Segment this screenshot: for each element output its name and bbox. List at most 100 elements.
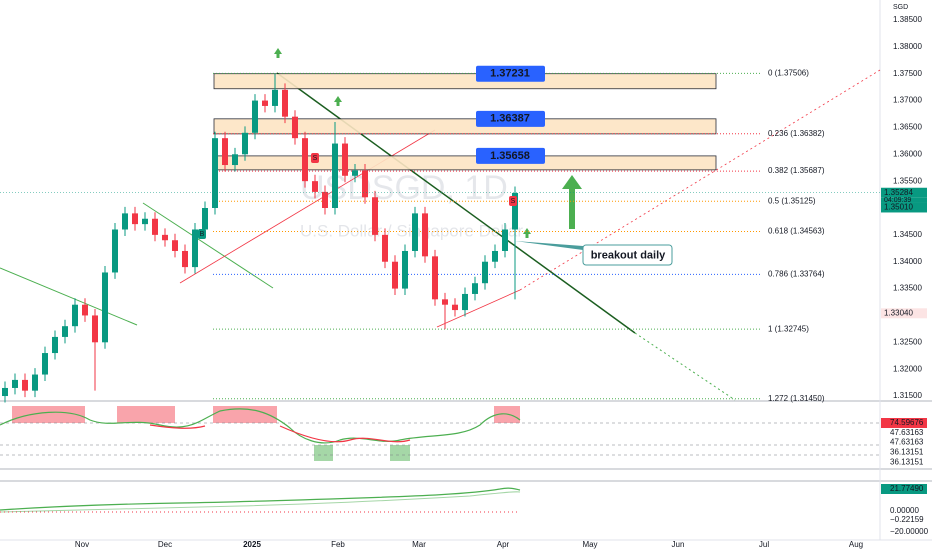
highlight bbox=[117, 406, 175, 423]
trendline bbox=[142, 202, 274, 289]
fib-label: 1 (1.32745) bbox=[768, 324, 809, 333]
signal-badge bbox=[509, 196, 517, 206]
last-price bbox=[881, 187, 927, 198]
indicator-label: 47.63163 bbox=[890, 428, 924, 437]
candle-body bbox=[482, 261, 488, 284]
candle-body bbox=[332, 143, 338, 209]
candle-body bbox=[292, 116, 298, 139]
candle-body bbox=[162, 234, 168, 241]
indicator-line bbox=[0, 487, 521, 511]
indicator-label: 0.00000 bbox=[890, 506, 919, 515]
annotation: breakout daily bbox=[591, 249, 666, 261]
price-tag-label: 1.36387 bbox=[490, 113, 530, 125]
candle-body bbox=[122, 213, 128, 230]
candle-body bbox=[152, 218, 158, 235]
low-price-label: 1.33040 bbox=[884, 308, 913, 317]
fib-label: 0 (1.37506) bbox=[768, 68, 809, 77]
fib-label: 0.786 (1.33764) bbox=[768, 270, 825, 279]
indicator-label: 36.13151 bbox=[890, 448, 924, 457]
highlight bbox=[390, 445, 410, 461]
x-tick-label: Mar bbox=[412, 540, 426, 549]
zone bbox=[213, 155, 717, 171]
currency: SGD bbox=[893, 4, 908, 11]
candle-body bbox=[502, 229, 508, 251]
y-tick-label: 1.34000 bbox=[893, 257, 922, 266]
y-tick-label: 1.31500 bbox=[893, 391, 922, 400]
candle-body bbox=[142, 218, 148, 225]
candle-body bbox=[372, 197, 378, 235]
y-tick-label: 1.33500 bbox=[893, 284, 922, 293]
trendline bbox=[276, 72, 636, 334]
candle-body bbox=[112, 229, 118, 273]
y-tick-label: 1.38000 bbox=[893, 42, 922, 51]
candle-body bbox=[422, 213, 428, 257]
candle-body bbox=[32, 374, 38, 391]
candle-body bbox=[232, 154, 238, 166]
candle-body bbox=[322, 191, 328, 209]
indicator-label: −20.00000 bbox=[890, 527, 929, 536]
candle-body bbox=[302, 138, 308, 182]
x-tick-label: 2025 bbox=[243, 540, 261, 549]
candle-body bbox=[432, 256, 438, 300]
candle-body bbox=[412, 213, 418, 251]
candle-body bbox=[272, 89, 278, 106]
x-tick-label: Aug bbox=[849, 540, 863, 549]
x-tick-label: Jun bbox=[672, 540, 685, 549]
candle-body bbox=[212, 138, 218, 209]
highlight bbox=[213, 406, 277, 423]
candle-body bbox=[132, 213, 138, 225]
signal-badge bbox=[311, 153, 319, 163]
candle-body bbox=[352, 170, 358, 176]
highlight bbox=[12, 406, 85, 423]
candle-body bbox=[192, 229, 198, 268]
zone bbox=[213, 118, 717, 135]
candle-body bbox=[512, 192, 518, 230]
candle-body bbox=[312, 181, 318, 192]
x-tick-label: Feb bbox=[331, 540, 345, 549]
x-tick-label: May bbox=[582, 540, 597, 549]
candle-body bbox=[82, 304, 88, 316]
candle-body bbox=[12, 379, 18, 388]
candle-body bbox=[472, 283, 478, 294]
candle-body bbox=[262, 100, 268, 106]
candle-body bbox=[222, 138, 228, 166]
candle-body bbox=[442, 299, 448, 305]
arrow bbox=[334, 96, 342, 106]
trendline bbox=[436, 289, 521, 328]
candle-body bbox=[42, 353, 48, 375]
candle-body bbox=[452, 304, 458, 311]
fib-label: 1.272 (1.31450) bbox=[768, 394, 825, 403]
trendline bbox=[0, 267, 138, 326]
indicator-label: 36.13151 bbox=[890, 457, 924, 466]
last-price-label: 1.35284 bbox=[884, 188, 913, 197]
fib-label: 0.5 (1.35125) bbox=[768, 196, 816, 205]
candle-body bbox=[462, 293, 468, 311]
x-tick-label: Jul bbox=[759, 540, 769, 549]
fib-label: 0.618 (1.34563) bbox=[768, 227, 825, 236]
prev-price-label: 1.35010 bbox=[884, 203, 913, 212]
fib-label: 0.236 (1.36382) bbox=[768, 129, 825, 138]
candle-body bbox=[72, 304, 78, 327]
candle-body bbox=[382, 234, 388, 262]
countdown-bg bbox=[881, 197, 927, 203]
y-tick-label: 1.34500 bbox=[893, 230, 922, 239]
indicator-label: 21.77490 bbox=[890, 484, 924, 493]
candle-body bbox=[52, 336, 58, 354]
candle-body bbox=[362, 170, 368, 198]
candle-body bbox=[242, 132, 248, 155]
candle-body bbox=[202, 208, 208, 230]
candle-body bbox=[2, 387, 8, 397]
zone bbox=[213, 73, 717, 90]
low-price bbox=[881, 308, 927, 319]
signal-label: B bbox=[200, 231, 205, 238]
x-tick-label: Apr bbox=[497, 540, 510, 549]
arrow bbox=[523, 228, 531, 238]
y-tick-label: 1.32000 bbox=[893, 364, 922, 373]
trendline bbox=[519, 69, 881, 291]
candle-body bbox=[182, 250, 188, 268]
watermark-title: USDSGD, 1D bbox=[300, 169, 508, 207]
candle-body bbox=[92, 315, 98, 343]
fib-label: 0.382 (1.35687) bbox=[768, 166, 825, 175]
